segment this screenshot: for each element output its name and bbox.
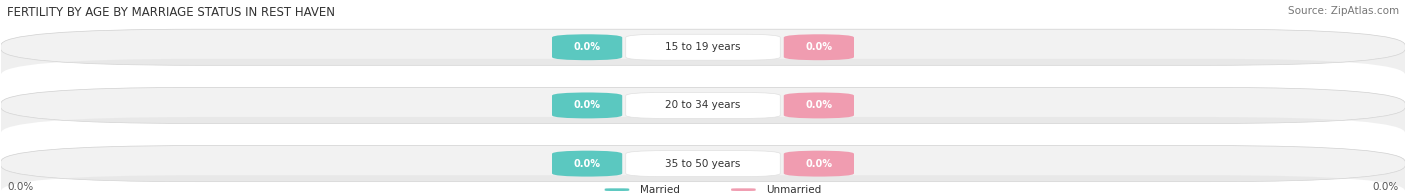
Text: 0.0%: 0.0% (806, 159, 832, 169)
FancyBboxPatch shape (0, 107, 1406, 133)
FancyBboxPatch shape (731, 188, 755, 191)
Text: 35 to 50 years: 35 to 50 years (665, 159, 741, 169)
Text: 0.0%: 0.0% (574, 42, 600, 52)
FancyBboxPatch shape (553, 151, 623, 177)
Text: 0.0%: 0.0% (7, 181, 34, 191)
FancyBboxPatch shape (0, 29, 1406, 65)
FancyBboxPatch shape (0, 146, 1406, 182)
Text: Unmarried: Unmarried (766, 185, 821, 195)
FancyBboxPatch shape (626, 151, 780, 177)
Text: 20 to 34 years: 20 to 34 years (665, 100, 741, 110)
Text: FERTILITY BY AGE BY MARRIAGE STATUS IN REST HAVEN: FERTILITY BY AGE BY MARRIAGE STATUS IN R… (7, 6, 335, 19)
FancyBboxPatch shape (605, 188, 630, 191)
FancyBboxPatch shape (783, 34, 853, 60)
Text: 0.0%: 0.0% (574, 100, 600, 110)
FancyBboxPatch shape (553, 93, 623, 118)
FancyBboxPatch shape (553, 34, 623, 60)
FancyBboxPatch shape (0, 87, 1406, 123)
FancyBboxPatch shape (0, 165, 1406, 191)
Text: Source: ZipAtlas.com: Source: ZipAtlas.com (1288, 6, 1399, 16)
FancyBboxPatch shape (626, 34, 780, 60)
Text: 0.0%: 0.0% (806, 42, 832, 52)
FancyBboxPatch shape (0, 49, 1406, 75)
Text: Married: Married (640, 185, 679, 195)
FancyBboxPatch shape (626, 93, 780, 118)
FancyBboxPatch shape (783, 93, 853, 118)
Text: 0.0%: 0.0% (574, 159, 600, 169)
Text: 0.0%: 0.0% (806, 100, 832, 110)
Text: 0.0%: 0.0% (1372, 181, 1399, 191)
FancyBboxPatch shape (783, 151, 853, 177)
Text: 15 to 19 years: 15 to 19 years (665, 42, 741, 52)
